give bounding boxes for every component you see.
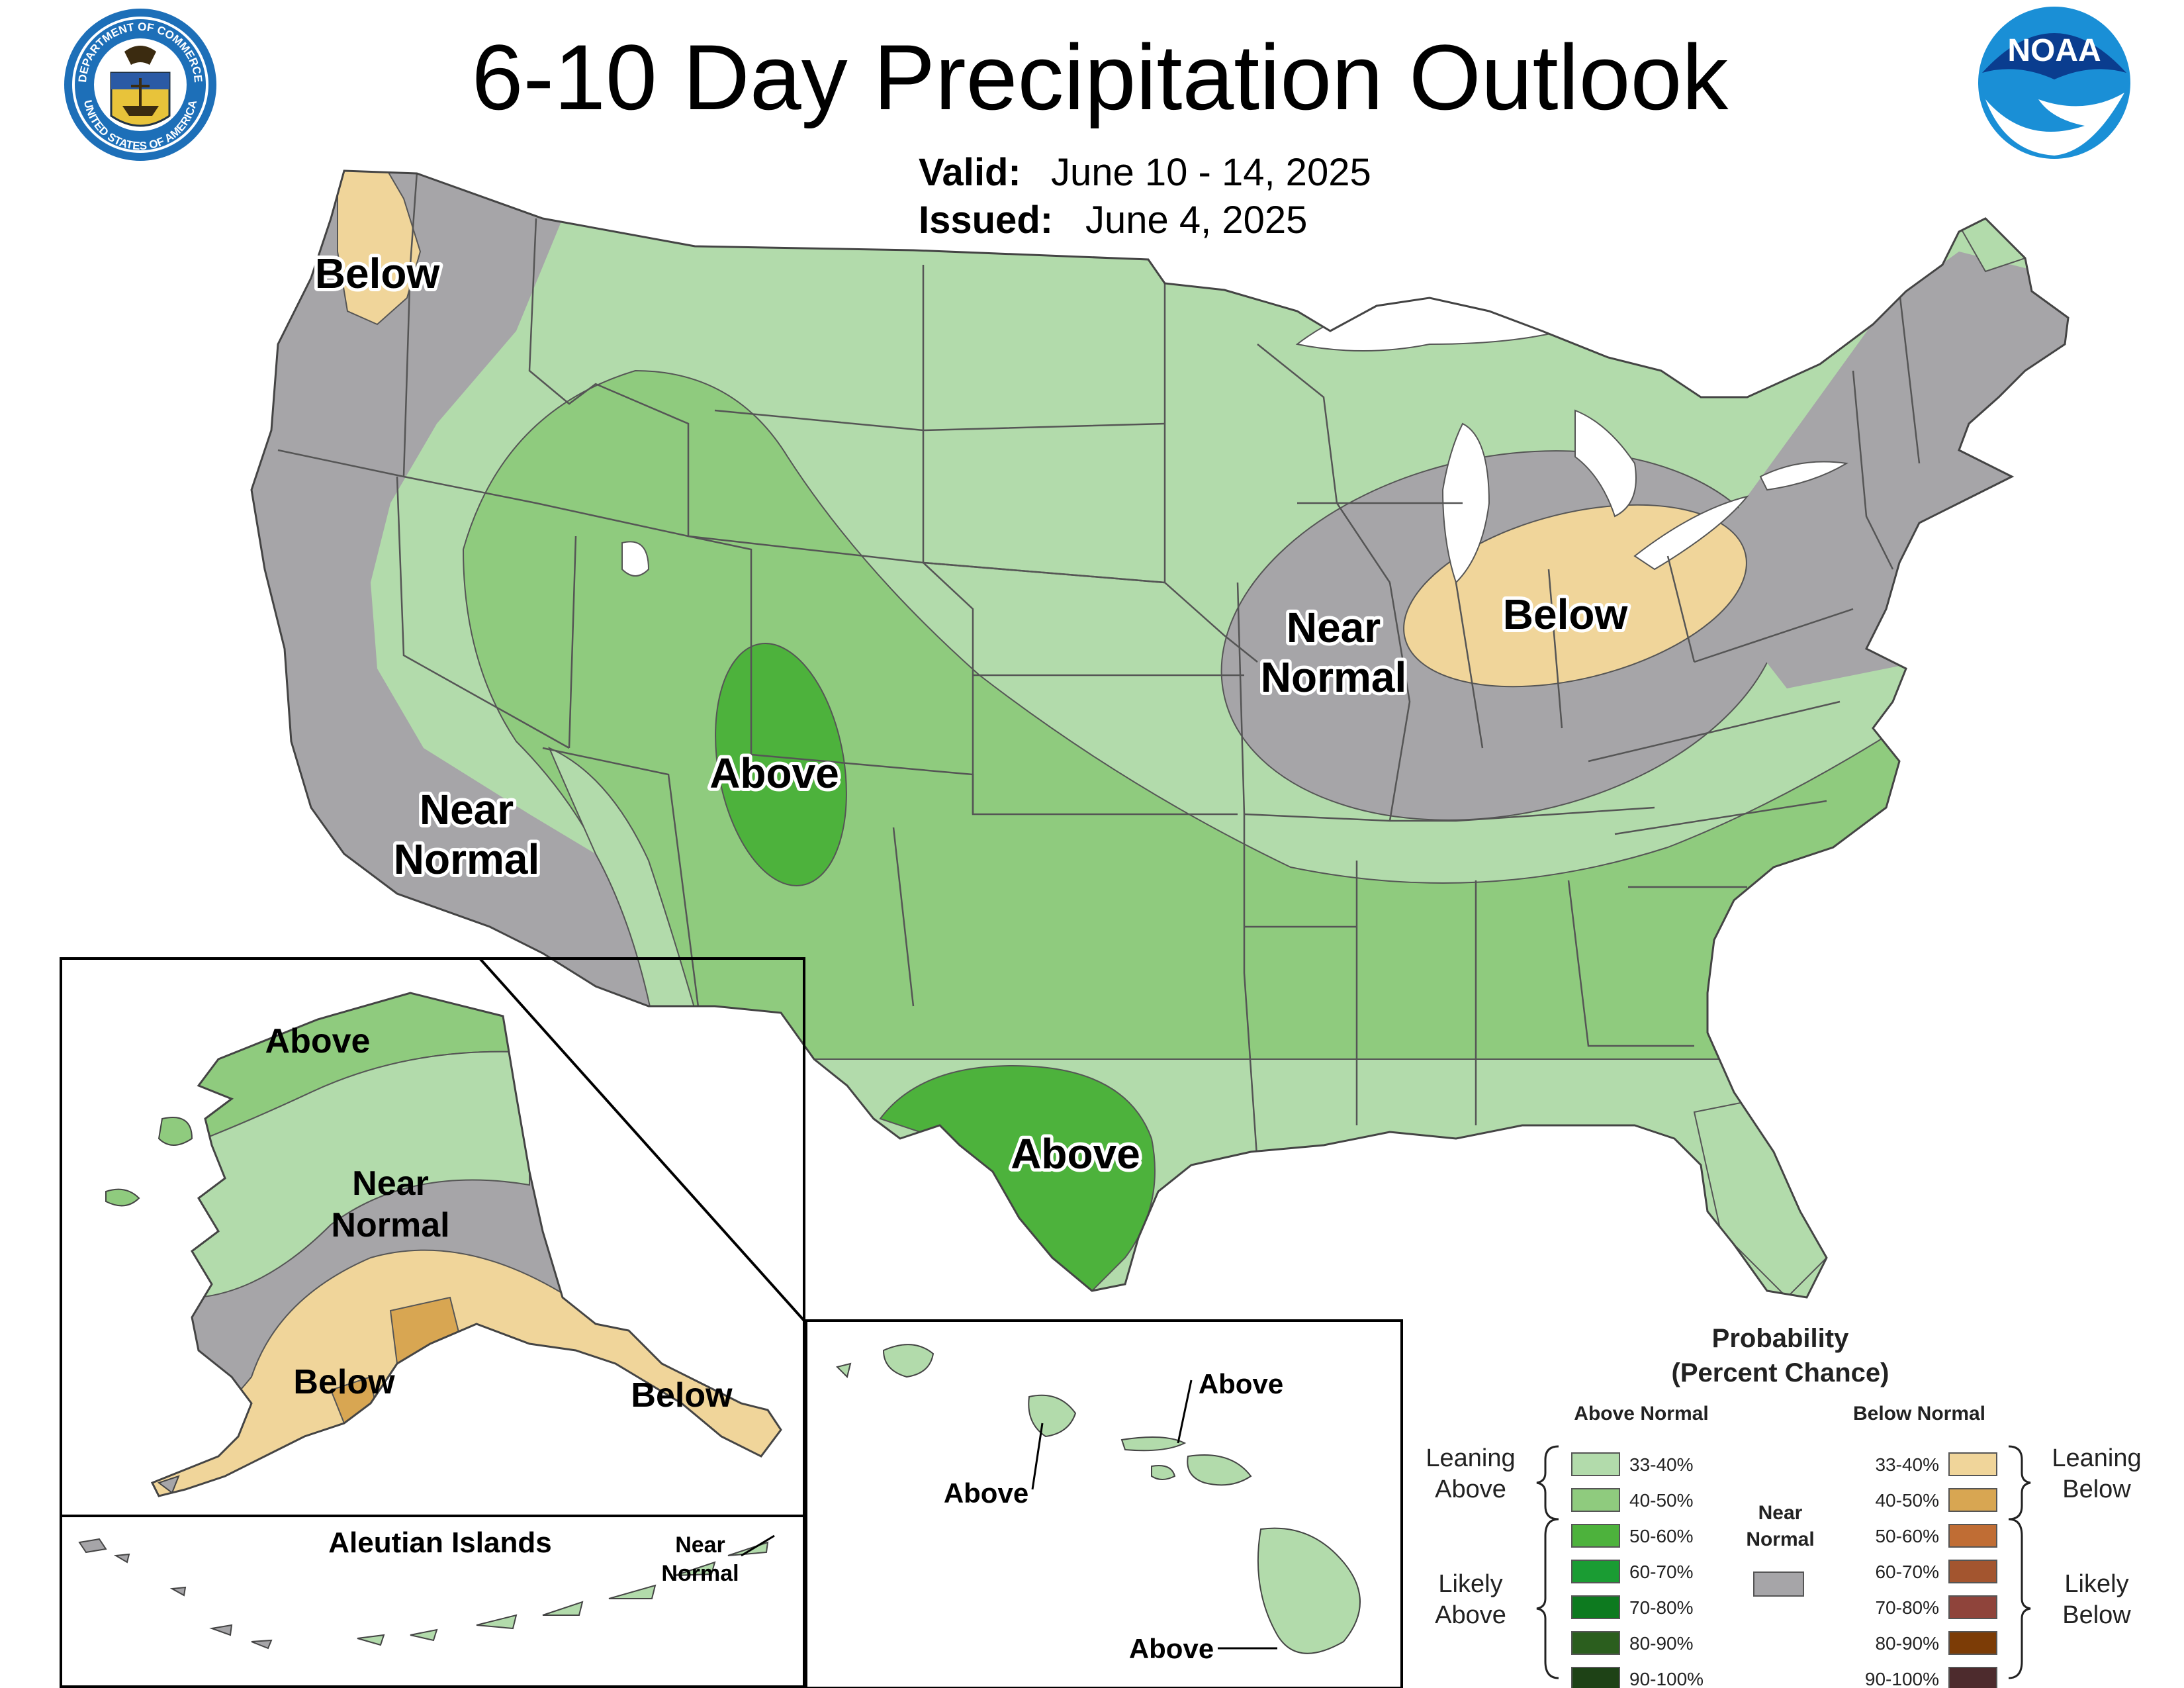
hawaii-above-big-island-label: Above [1129,1633,1214,1664]
legend-below-swatch-3 [1948,1560,1997,1583]
svg-text:NOAA: NOAA [2007,33,2101,68]
midwest-near-normal-label-1: Near [1287,604,1381,651]
texas-above-label: Above [1011,1130,1140,1178]
legend-above-range-1: 40-50% [1629,1490,1694,1511]
legend-likely-above-1: Likely [1438,1570,1502,1598]
ohio-below-label: Below [1503,590,1628,638]
alaska-below-panhandle-label: Below [631,1376,733,1415]
legend-near-normal-2: Normal [1746,1528,1814,1550]
legend-below-range-5: 80-90% [1875,1633,1939,1654]
hawaii-above-oahu-label: Above [1199,1368,1283,1399]
florida-leaning-above-zone [1693,1098,1828,1297]
west-near-normal-zone [251,171,655,1033]
legend-title-1: Probability [1712,1324,1849,1353]
legend-below-range-4: 70-80% [1875,1597,1939,1618]
legend-below-range-1: 40-50% [1875,1490,1939,1511]
hawaii-inset [805,1319,1403,1688]
great-salt-lake [621,541,650,577]
legend-above-swatch-6 [1571,1667,1620,1688]
legend-above-swatch-0 [1571,1452,1620,1476]
legend-above-range-4: 70-80% [1629,1597,1694,1618]
aleutian-islands-inset [78,1534,775,1650]
lake-huron [1574,409,1637,518]
aleutian-title: Aleutian Islands [328,1526,551,1559]
legend: Probability (Percent Chance) Above Norma… [1426,1324,2142,1688]
legend-below-swatch-1 [1948,1488,1997,1512]
legend-near-normal-swatch [1753,1571,1804,1597]
four-corners-above-label: Above [709,749,839,797]
legend-near-normal-1: Near [1758,1502,1803,1524]
hawaii-above-kauai-label: Above [944,1477,1028,1509]
valid-label: Valid: [919,151,1021,194]
issued-label: Issued: [919,199,1053,242]
noaa-logo: NOAA [1978,7,2130,159]
legend-above-range-6: 90-100% [1629,1669,1704,1688]
south-texas-likely-above-zone [879,1064,1156,1292]
four-corners-likely-above-zone [715,643,847,886]
lake-ontario [1759,461,1848,491]
state-boundaries [277,171,1921,1166]
legend-above-swatch-5 [1571,1631,1620,1655]
legend-likely-below-2: Below [2062,1601,2131,1629]
legend-above-head: Above Normal [1574,1403,1708,1425]
legend-likely-above-2: Above [1435,1601,1506,1629]
legend-below-swatch-4 [1948,1595,1997,1619]
lake-erie [1633,495,1749,571]
legend-below-swatch-6 [1948,1667,1997,1688]
alaska-above-label: Above [265,1022,371,1060]
legend-below-range-6: 90-100% [1865,1669,1939,1688]
pnw-below-label: Below [315,250,440,297]
valid-dates: June 10 - 14, 2025 [1051,151,1371,194]
legend-below-swatch-0 [1948,1452,1997,1476]
legend-leaning-above-1: Leaning [1426,1444,1515,1472]
legend-leaning-above-2: Above [1435,1476,1506,1503]
legend-leaning-below-2: Below [2062,1476,2131,1503]
alaska-near-normal-label-2: Normal [331,1206,449,1244]
west-near-normal-label-2: Normal [394,835,540,883]
legend-above-swatch-1 [1571,1488,1620,1512]
lake-michigan [1441,422,1490,584]
page-title: 6-10 Day Precipitation Outlook [472,25,1729,129]
legend-above-range-0: 33-40% [1629,1454,1694,1475]
legend-below-range-0: 33-40% [1875,1454,1939,1475]
legend-below-range-3: 60-70% [1875,1562,1939,1582]
commerce-seal-logo: DEPARTMENT OF COMMERCE UNITED STATES OF … [64,9,216,161]
legend-below-range-2: 50-60% [1875,1526,1939,1546]
legend-above-swatch-2 [1571,1524,1620,1548]
legend-below-swatch-2 [1948,1524,1997,1548]
legend-below-head: Below Normal [1853,1403,1985,1425]
legend-above-swatch-3 [1571,1560,1620,1583]
midwest-near-normal-label-2: Normal [1261,653,1407,701]
west-near-normal-label-1: Near [420,786,514,833]
aleutian-near-normal-label-2: Normal [661,1561,739,1586]
legend-below-swatch-5 [1948,1631,1997,1655]
alaska-near-normal-label-1: Near [352,1164,429,1203]
legend-above-range-5: 80-90% [1629,1633,1694,1654]
aleutian-near-normal-label-1: Near [675,1532,725,1558]
alaska-below-southwest-label: Below [293,1363,395,1401]
legend-likely-below-1: Likely [2064,1570,2128,1598]
legend-above-swatch-4 [1571,1595,1620,1619]
issued-date: June 4, 2025 [1085,199,1307,242]
legend-title-2: (Percent Chance) [1672,1358,1889,1387]
legend-above-range-3: 60-70% [1629,1562,1694,1582]
legend-above-range-2: 50-60% [1629,1526,1694,1546]
legend-leaning-below-1: Leaning [2052,1444,2141,1472]
